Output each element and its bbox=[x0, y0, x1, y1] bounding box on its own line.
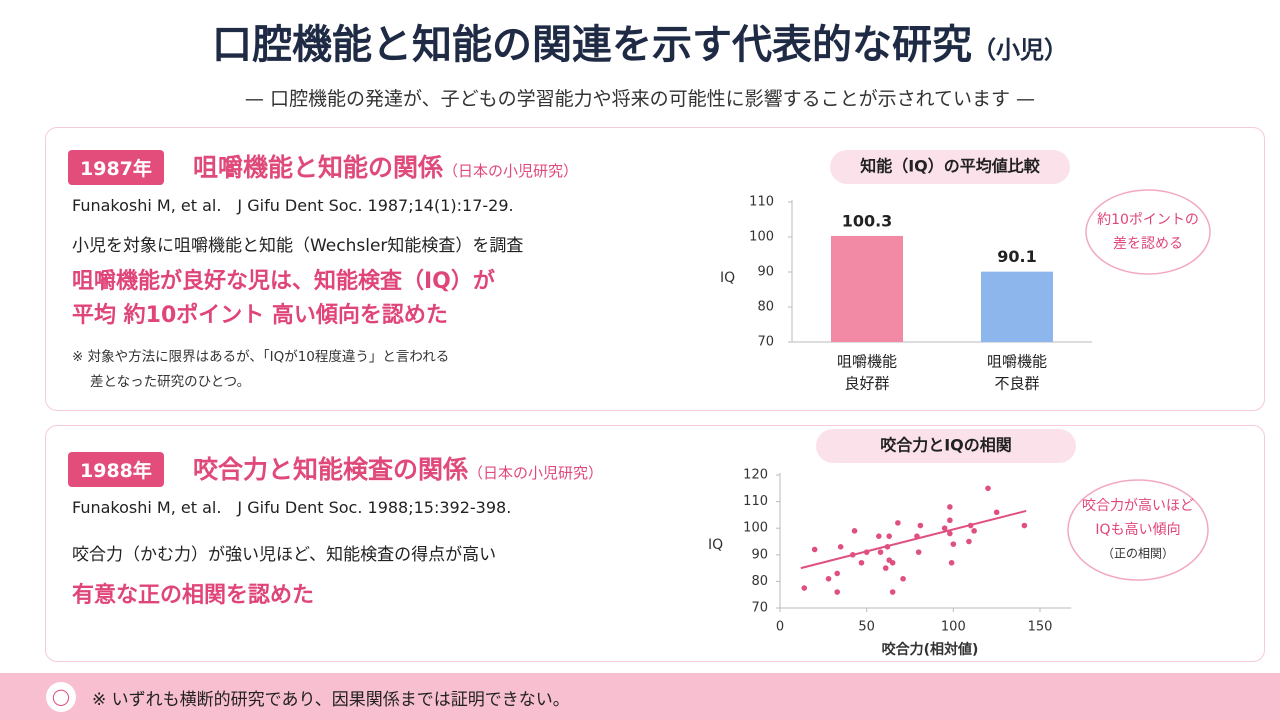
y-tick-label: 80 bbox=[757, 300, 774, 315]
scatter-point bbox=[947, 504, 953, 510]
y-tick-label: 110 bbox=[749, 195, 774, 210]
scatter-point bbox=[889, 559, 896, 566]
scatter-point bbox=[985, 485, 991, 492]
y-tick-label: 70 bbox=[757, 335, 774, 350]
bar-value-label: 100.3 bbox=[842, 211, 893, 230]
scatter-point bbox=[947, 517, 953, 524]
callout-text: （正の相関） bbox=[1102, 547, 1174, 561]
x-tick-label: 100 bbox=[941, 620, 966, 635]
scatter-point bbox=[851, 528, 858, 534]
x-tick-label: 50 bbox=[858, 620, 875, 635]
chart-title-pill bbox=[830, 150, 1070, 184]
bar-value-label: 90.1 bbox=[997, 247, 1036, 266]
y-axis-label: IQ bbox=[720, 270, 735, 286]
section-title-note: （日本の小児研究） bbox=[443, 162, 579, 180]
scatter-point bbox=[882, 565, 889, 571]
scatter-point bbox=[941, 525, 948, 531]
scatter-point bbox=[837, 544, 844, 550]
note: ※ 対象や方法に限界はあるが、「IQが10程度違う」と言われる bbox=[72, 349, 450, 365]
scatter-point bbox=[877, 549, 884, 555]
card bbox=[45, 425, 1265, 662]
chart-title: 咬合力とIQの相関 bbox=[880, 436, 1012, 455]
scatter-point bbox=[889, 589, 896, 595]
x-tick-label: 0 bbox=[776, 620, 784, 635]
header: 口腔機能と知能の関連を示す代表的な研究（小児） bbox=[0, 12, 1280, 70]
scatter-point bbox=[917, 522, 924, 529]
section-title: 咬合力と知能検査の関係（日本の小児研究） bbox=[193, 450, 603, 486]
scatter-point bbox=[886, 533, 892, 539]
section-title-text: 咬合力と知能検査の関係 bbox=[193, 455, 469, 484]
scatter-point bbox=[811, 546, 818, 553]
callout bbox=[1067, 479, 1209, 581]
footer-band bbox=[0, 673, 1280, 720]
scatter-point bbox=[876, 533, 882, 539]
tooth-icon: ◯ bbox=[46, 682, 76, 712]
finding: 有意な正の相関を認めた bbox=[72, 583, 315, 608]
scatter-point bbox=[895, 520, 901, 526]
title: 口腔機能と知能の関連を示す代表的な研究 bbox=[212, 22, 972, 68]
scatter-point bbox=[947, 530, 953, 537]
y-tick-label: 80 bbox=[751, 574, 768, 589]
scatter-point bbox=[834, 589, 840, 595]
year-badge: 1987年 bbox=[68, 150, 164, 185]
note: 差となった研究のひとつ。 bbox=[90, 374, 251, 390]
scatter-point bbox=[950, 541, 957, 547]
footer-text: ※ いずれも横断的研究であり、因果関係までは証明できない。 bbox=[92, 690, 570, 710]
section-title: 咀嚼機能と知能の関係（日本の小児研究） bbox=[193, 148, 578, 184]
scatter-point bbox=[966, 538, 972, 545]
x-tick-label: 不良群 bbox=[994, 375, 1039, 393]
year-badge: 1988年 bbox=[68, 452, 164, 487]
x-tick-label: 咀嚼機能 bbox=[987, 353, 1047, 371]
scatter-point bbox=[834, 570, 840, 577]
callout-text: 差を認める bbox=[1113, 236, 1183, 252]
callout bbox=[1085, 189, 1211, 275]
scatter-point bbox=[971, 528, 977, 534]
scatter-point bbox=[1021, 522, 1028, 529]
bar bbox=[981, 271, 1053, 342]
scatter-point bbox=[900, 575, 906, 582]
summary: 小児を対象に咀嚼機能と知能（Wechsler知能検査）を調査 bbox=[72, 236, 524, 256]
chart-title: 知能（IQ）の平均値比較 bbox=[860, 157, 1041, 176]
chart-title-pill bbox=[816, 429, 1076, 463]
y-tick-label: 90 bbox=[757, 265, 774, 280]
scatter-point bbox=[948, 559, 955, 566]
y-tick-label: 70 bbox=[751, 601, 768, 616]
y-tick-label: 110 bbox=[743, 494, 768, 509]
bar bbox=[831, 235, 903, 342]
finding: 咀嚼機能が良好な児は、知能検査（IQ）が bbox=[72, 269, 495, 294]
y-tick-label: 100 bbox=[743, 521, 768, 536]
section-title-text: 咀嚼機能と知能の関係 bbox=[193, 153, 444, 182]
finding: 平均 約10ポイント 高い傾向を認めた bbox=[72, 303, 448, 328]
x-tick-label: 咀嚼機能 bbox=[837, 353, 897, 371]
section-title-note: （日本の小児研究） bbox=[468, 464, 604, 482]
y-tick-label: 120 bbox=[743, 468, 768, 483]
scatter-point bbox=[993, 509, 1000, 516]
scatter-point bbox=[801, 585, 808, 591]
citation: Funakoshi M, et al. J Gifu Dent Soc. 198… bbox=[72, 196, 514, 215]
callout-text: 咬合力が高いほど bbox=[1082, 497, 1194, 514]
title-suffix: （小児） bbox=[972, 36, 1068, 64]
y-tick-label: 90 bbox=[751, 547, 768, 562]
y-tick-label: 100 bbox=[749, 230, 774, 245]
scatter-point bbox=[825, 575, 832, 582]
scatter-point bbox=[858, 559, 865, 566]
scatter-point bbox=[915, 549, 922, 555]
callout-text: IQも高い傾向 bbox=[1095, 521, 1180, 538]
callout-text: 約10ポイントの bbox=[1097, 212, 1199, 228]
y-axis-label: IQ bbox=[708, 537, 723, 553]
x-axis-label: 咬合力(相対値) bbox=[882, 641, 979, 658]
subtitle: — 口腔機能の発達が、子どもの学習能力や将来の可能性に影響することが示されていま… bbox=[244, 88, 1036, 110]
trend-line bbox=[800, 509, 1027, 570]
citation: Funakoshi M, et al. J Gifu Dent Soc. 198… bbox=[72, 498, 512, 517]
x-tick-label: 良好群 bbox=[844, 375, 889, 393]
x-tick-label: 150 bbox=[1028, 620, 1053, 635]
summary: 咬合力（かむ力）が強い児ほど、知能検査の得点が高い bbox=[72, 545, 497, 565]
